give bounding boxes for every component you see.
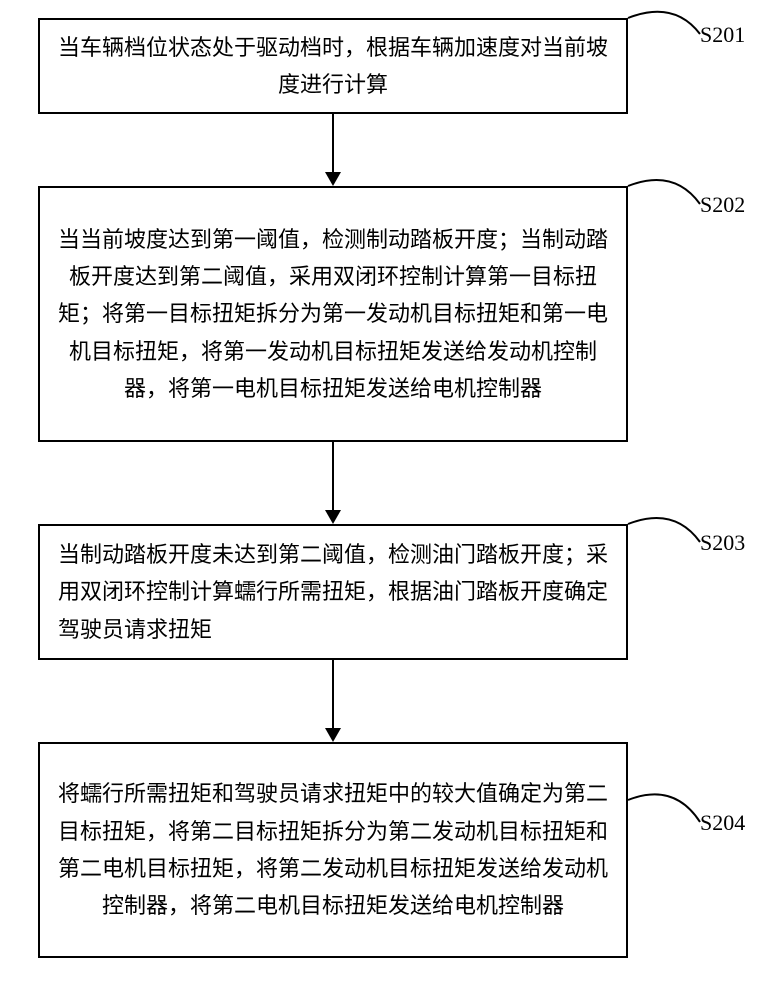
arrow-line [332, 442, 334, 512]
arrow-head-icon [325, 172, 341, 186]
arrow-line [332, 114, 334, 174]
leader-curve [628, 12, 700, 34]
step-label-s203: S203 [700, 530, 745, 556]
arrow-head-icon [325, 510, 341, 524]
arrow-line [332, 660, 334, 730]
leader-curve [628, 518, 700, 542]
step-text-s203: 当制动踏板开度未达到第二阈值，检测油门踏板开度；采用双闭环控制计算蠕行所需扭矩，… [58, 536, 608, 648]
step-box-s204: 将蠕行所需扭矩和驾驶员请求扭矩中的较大值确定为第二目标扭矩，将第二目标扭矩拆分为… [38, 742, 628, 958]
step-label-s202: S202 [700, 192, 745, 218]
arrow-head-icon [325, 728, 341, 742]
flowchart-canvas: 当车辆档位状态处于驱动档时，根据车辆加速度对当前坡度进行计算 S201 当当前坡… [0, 0, 762, 1000]
step-text-s202: 当当前坡度达到第一阈值，检测制动踏板开度；当制动踏板开度达到第二阈值，采用双闭环… [58, 221, 608, 408]
step-text-s204: 将蠕行所需扭矩和驾驶员请求扭矩中的较大值确定为第二目标扭矩，将第二目标扭矩拆分为… [58, 775, 608, 925]
step-box-s202: 当当前坡度达到第一阈值，检测制动踏板开度；当制动踏板开度达到第二阈值，采用双闭环… [38, 186, 628, 442]
leader-curve [628, 794, 700, 822]
step-box-s203: 当制动踏板开度未达到第二阈值，检测油门踏板开度；采用双闭环控制计算蠕行所需扭矩，… [38, 524, 628, 660]
step-label-s204: S204 [700, 810, 745, 836]
step-box-s201: 当车辆档位状态处于驱动档时，根据车辆加速度对当前坡度进行计算 [38, 18, 628, 114]
step-label-s201: S201 [700, 22, 745, 48]
step-text-s201: 当车辆档位状态处于驱动档时，根据车辆加速度对当前坡度进行计算 [58, 29, 608, 104]
leader-curve [628, 180, 700, 204]
